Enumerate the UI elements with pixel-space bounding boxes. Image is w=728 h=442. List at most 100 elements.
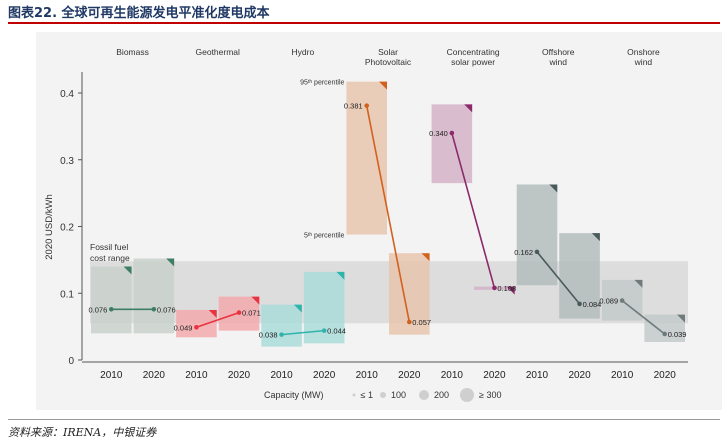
x-tick-label-2010-solar-photovoltaic: 2010 xyxy=(356,370,379,381)
axis-layer: 0 0.1 0.2 0.3 0.4 2020 USD/kWh 2010 2020 2010 202… xyxy=(44,72,688,381)
fossil-fuel-label-line2: cost range xyxy=(90,253,130,263)
y-tick-label-1: 0.1 xyxy=(60,289,74,300)
x-tick-label-2020-geothermal: 2020 xyxy=(228,370,251,381)
corner-marker-2020-onshore-wind xyxy=(677,314,685,323)
y-tick-label-2: 0.2 xyxy=(60,223,74,234)
value-label-2020-offshore-wind: 0.084 xyxy=(583,300,602,309)
corner-marker-2010-concentrating-solar-power xyxy=(464,104,473,113)
range-band-2010-geothermal xyxy=(176,309,217,338)
value-label-2010-solar-photovoltaic: 0.381 xyxy=(344,102,363,111)
point-2020-offshore-wind xyxy=(577,301,582,307)
corner-marker-2010-solar-photovoltaic xyxy=(379,81,387,90)
point-2020-geothermal xyxy=(236,310,242,315)
value-label-2010-geothermal: 0.049 xyxy=(174,323,193,332)
footer-rule xyxy=(8,419,720,420)
point-2010-biomass xyxy=(108,306,114,312)
percentile-5-label: 5ᵗʰ percentile xyxy=(304,233,345,240)
point-2010-offshore-wind xyxy=(534,249,540,255)
capacity-legend-label-2: 100 xyxy=(391,390,406,400)
value-label-2020-onshore-wind: 0.039 xyxy=(668,330,687,339)
capacity-legend-marker-1 xyxy=(352,393,356,397)
range-band-2010-biomass xyxy=(91,266,132,334)
trend-line-solar-photovoltaic xyxy=(365,105,411,323)
capacity-legend-marker-2 xyxy=(380,392,386,398)
x-tick-label-2010-concentrating-solar-power: 2010 xyxy=(441,370,464,381)
value-label-2020-concentrating-solar-power: 0.108 xyxy=(497,284,516,293)
x-tick-label-2020-biomass: 2020 xyxy=(143,370,166,381)
y-tick-label-4: 0.4 xyxy=(60,89,74,100)
point-2010-geothermal xyxy=(194,324,199,330)
value-label-2020-solar-photovoltaic: 0.057 xyxy=(412,318,431,327)
value-label-2010-onshore-wind: 0.089 xyxy=(599,297,618,306)
category-label-concentrating-solar-power-line2: solar power xyxy=(451,57,495,67)
value-label-2020-hydro: 0.044 xyxy=(327,327,346,336)
x-tick-label-2010-onshore-wind: 2010 xyxy=(611,370,634,381)
fossil-fuel-label-line1: Fossil fuel xyxy=(90,242,128,252)
percentile-95-label: 95ᵗʰ percentile xyxy=(300,80,344,87)
x-tick-label-2010-geothermal: 2010 xyxy=(185,370,208,381)
corner-marker-2020-hydro xyxy=(336,271,345,280)
point-2010-hydro xyxy=(279,332,284,337)
source-note: 资料来源：IRENA，中银证券 xyxy=(8,426,157,439)
capacity-legend-label-1: ≤ 1 xyxy=(361,390,373,400)
capacity-legend-marker-4 xyxy=(460,388,474,402)
trend-line-offshore-wind xyxy=(536,251,581,305)
capacity-legend-label-4: ≥ 300 xyxy=(479,390,501,400)
corner-marker-2020-solar-photovoltaic xyxy=(421,253,430,262)
category-label-solar-photovoltaic-line2: Photovoltaic xyxy=(365,57,412,67)
range-band-2020-biomass xyxy=(133,258,175,334)
corner-marker-2010-hydro xyxy=(293,304,302,313)
x-tick-label-2010-offshore-wind: 2010 xyxy=(526,370,549,381)
capacity-legend-label-3: 200 xyxy=(434,390,449,400)
value-label-2020-geothermal: 0.071 xyxy=(242,309,261,318)
category-label-offshore-wind-line1: Offshore xyxy=(542,47,575,57)
trend-line-onshore-wind xyxy=(621,299,666,335)
x-tick-label-2020-hydro: 2020 xyxy=(313,370,336,381)
category-label-onshore-wind-line1: Onshore xyxy=(627,47,660,57)
corner-marker-2010-geothermal xyxy=(208,309,217,318)
point-2020-biomass xyxy=(151,306,157,312)
range-band-2020-onshore-wind xyxy=(644,314,685,342)
corner-marker-2020-offshore-wind xyxy=(591,233,600,242)
capacity-legend-title: Capacity (MW) xyxy=(264,390,324,400)
x-tick-label-2020-concentrating-solar-power: 2020 xyxy=(483,370,506,381)
corner-marker-2020-concentrating-solar-power xyxy=(506,286,515,295)
value-label-2020-biomass: 0.076 xyxy=(157,305,176,314)
corner-marker-2010-offshore-wind xyxy=(549,184,558,193)
category-label-concentrating-solar-power-line1: Concentrating xyxy=(447,47,500,57)
trend-line-hydro xyxy=(281,329,325,336)
point-2010-solar-photovoltaic xyxy=(364,103,370,108)
technology-bands-layer xyxy=(91,81,685,347)
trend-line-concentrating-solar-power xyxy=(451,132,496,289)
capacity-legend-marker-3 xyxy=(419,390,429,400)
value-label-2010-offshore-wind: 0.162 xyxy=(514,248,533,257)
value-label-2010-hydro: 0.038 xyxy=(259,331,278,340)
title-underline xyxy=(8,22,720,24)
point-2010-concentrating-solar-power xyxy=(449,130,455,136)
category-label-onshore-wind-line2: wind xyxy=(634,57,653,67)
y-tick-label-3: 0.3 xyxy=(60,156,74,167)
trend-lines-layer xyxy=(108,103,668,337)
capacity-legend: Capacity (MW) ≤ 1 100 200 ≥ 300 xyxy=(264,388,501,402)
corner-marker-2010-onshore-wind xyxy=(634,279,643,288)
point-2020-hydro xyxy=(321,328,327,333)
point-2020-concentrating-solar-power xyxy=(492,285,497,291)
lcoe-chart: 0 0.1 0.2 0.3 0.4 2020 USD/kWh 2010 2020 2010 202… xyxy=(36,32,722,410)
category-label-hydro-line1: Hydro xyxy=(292,47,315,57)
y-axis-title: 2020 USD/kWh xyxy=(44,194,55,259)
corner-marker-2020-geothermal xyxy=(251,296,260,305)
corner-marker-2020-biomass xyxy=(166,258,175,267)
x-tick-label-2020-solar-photovoltaic: 2020 xyxy=(398,370,421,381)
point-2020-onshore-wind xyxy=(662,331,668,337)
category-label-solar-photovoltaic-line1: Solar xyxy=(378,47,398,57)
x-tick-label-2020-onshore-wind: 2020 xyxy=(654,370,677,381)
range-band-2010-concentrating-solar-power xyxy=(431,104,473,184)
x-tick-label-2010-hydro: 2010 xyxy=(270,370,293,381)
value-label-2010-concentrating-solar-power: 0.340 xyxy=(429,129,448,138)
category-label-offshore-wind-line2: wind xyxy=(549,57,568,67)
point-2010-onshore-wind xyxy=(619,298,625,303)
category-label-geothermal-line1: Geothermal xyxy=(196,47,241,57)
corner-marker-2010-biomass xyxy=(123,266,132,275)
value-label-2010-biomass: 0.076 xyxy=(89,305,108,314)
